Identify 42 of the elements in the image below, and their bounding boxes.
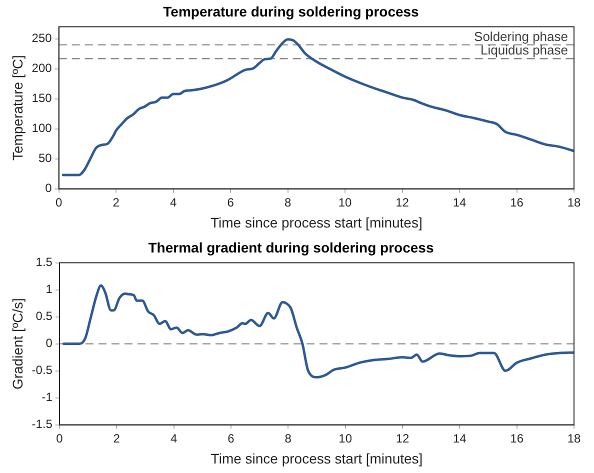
ref-line-label: Liquidus phase [480, 42, 568, 58]
x-tick-label: 12 [396, 195, 410, 210]
x-tick-label: 2 [113, 431, 120, 446]
x-axis-title: Time since process start [minutes] [210, 450, 423, 466]
x-tick-label: 4 [170, 195, 177, 210]
y-tick-label: 0 [46, 336, 53, 350]
y-tick-label: 1 [46, 282, 53, 296]
y-tick-label: 200 [32, 61, 52, 76]
x-tick-label: 6 [227, 195, 234, 210]
x-tick-label: 14 [452, 195, 467, 210]
y-tick-label: 0 [45, 181, 52, 196]
y-tick-label: -0.5 [32, 363, 53, 378]
x-tick-label: 8 [284, 431, 292, 446]
x-tick-label: 4 [170, 431, 178, 446]
y-tick-label: 50 [38, 151, 52, 166]
y-tick-label: 250 [32, 31, 52, 46]
x-tick-label: 0 [55, 195, 62, 210]
x-tick-label: 18 [567, 195, 581, 210]
chart-title: Temperature during soldering process [163, 3, 420, 20]
x-tick-label: 6 [228, 431, 235, 446]
ref-line-label: Soldering phase [474, 28, 568, 44]
y-tick-label: 150 [32, 91, 52, 106]
x-tick-label: 14 [452, 431, 467, 446]
x-tick-label: 12 [396, 431, 410, 446]
y-axis-title: Gradient [ºC/s] [9, 298, 26, 390]
y-tick-label: -1 [42, 390, 53, 404]
x-axis-title: Time since process start [minutes] [210, 214, 422, 230]
x-tick-label: 2 [112, 195, 120, 210]
y-tick-label: 1.5 [36, 255, 53, 270]
x-tick-label: 10 [338, 431, 352, 446]
x-tick-label: 18 [567, 431, 581, 446]
x-tick-label: 8 [284, 195, 292, 210]
x-tick-label: 16 [510, 431, 524, 446]
y-tick-label: -1.5 [32, 417, 53, 432]
x-tick-label: 10 [338, 195, 352, 210]
x-tick-label: 0 [56, 431, 64, 446]
y-axis-title: Temperature [ºC] [9, 55, 26, 161]
chart-title: Thermal gradient during soldering process [148, 239, 434, 256]
line-series [62, 284, 574, 379]
y-tick-label: 100 [32, 121, 52, 136]
y-tick-label: 0.5 [36, 309, 53, 324]
x-tick-label: 16 [510, 195, 524, 210]
